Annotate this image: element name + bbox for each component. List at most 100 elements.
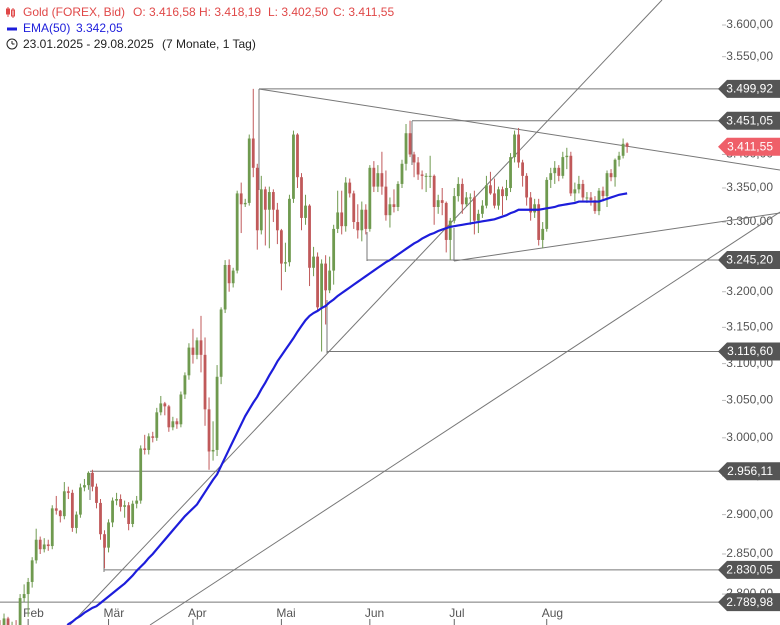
candle-body	[621, 143, 625, 156]
candle-body	[231, 270, 235, 284]
candle-body	[561, 157, 565, 176]
candle-body	[609, 173, 613, 178]
candle-body	[617, 155, 621, 160]
candle-body	[135, 500, 139, 504]
candle-body	[521, 162, 524, 176]
candle-body	[553, 167, 557, 174]
candle-body	[577, 183, 581, 190]
candle-body	[54, 508, 58, 511]
x-tick-label: Mai	[276, 606, 295, 620]
x-tick-label: Aug	[542, 606, 563, 620]
candle-body	[456, 183, 460, 197]
candle-body	[199, 340, 203, 355]
candle-body	[444, 202, 448, 240]
candle-body	[513, 134, 516, 158]
candle-body	[163, 403, 167, 407]
candle-body	[255, 167, 259, 231]
y-tick-label: 3.350,00	[726, 180, 773, 194]
candle-body	[384, 186, 388, 216]
candle-body	[485, 185, 488, 206]
candle-body	[505, 187, 508, 197]
level-label: 3.245,20	[726, 253, 773, 267]
y-tick-label: 3.600,00	[726, 17, 773, 31]
y-tick-label: 2.850,00	[726, 546, 773, 560]
candle-body	[18, 598, 22, 625]
candle-body	[38, 539, 42, 550]
candle-body	[267, 192, 271, 210]
candle-body	[127, 505, 131, 524]
candle-body	[91, 472, 94, 487]
candle-body	[613, 159, 617, 178]
ema-line	[66, 192, 628, 625]
candle-body	[143, 448, 147, 450]
candle-body	[167, 406, 171, 428]
candle-body	[284, 262, 287, 264]
candle-body	[464, 197, 468, 205]
legend-value: 3.342,05	[76, 21, 123, 35]
candle-body	[74, 514, 78, 528]
candle-body	[428, 175, 432, 177]
candle-body	[111, 500, 114, 523]
candle-body	[400, 163, 404, 184]
candle-body	[6, 618, 10, 625]
trend-line	[69, 0, 663, 625]
x-tick-label: Apr	[188, 606, 207, 620]
candle-body	[2, 618, 6, 625]
candle-body	[324, 263, 328, 291]
candle-body	[292, 134, 295, 199]
candle-body	[601, 190, 605, 197]
candle-body	[468, 197, 472, 199]
candle-body	[308, 205, 311, 268]
candle-body	[432, 175, 436, 207]
candle-body	[412, 154, 416, 163]
candle-body	[501, 189, 504, 197]
candle-body	[392, 204, 396, 207]
candle-body	[259, 189, 263, 231]
candle-body	[243, 202, 247, 205]
candle-body	[481, 205, 484, 214]
candle-body	[251, 138, 255, 168]
level-box	[718, 250, 780, 269]
candle-body	[211, 449, 215, 452]
candle-body	[625, 143, 629, 147]
candle-body	[529, 197, 533, 213]
y-tick-label: 3.050,00	[726, 393, 773, 407]
candle-body	[581, 183, 585, 198]
candle-body	[70, 492, 74, 528]
date-range: 23.01.2025 - 29.08.2025	[23, 37, 154, 51]
level-label: 3.451,05	[726, 113, 773, 127]
legend-close: C: 3.411,55	[333, 5, 394, 19]
candle-body	[239, 193, 243, 205]
x-tick-label: Mär	[104, 606, 125, 620]
candle-body	[263, 189, 267, 210]
x-tick-label: Jul	[449, 606, 464, 620]
y-tick-label: 3.000,00	[726, 430, 773, 444]
candle-body	[131, 503, 135, 524]
candle-body	[50, 508, 54, 547]
candle-body	[569, 155, 573, 194]
candle-body	[288, 198, 291, 263]
legend-title: Gold (FOREX, Bid)	[23, 5, 125, 19]
candle-body	[549, 173, 553, 180]
candle-body	[79, 487, 82, 515]
candle-body	[151, 436, 155, 438]
candle-body	[62, 491, 66, 517]
candle-body	[448, 220, 452, 240]
candle-body	[99, 502, 102, 535]
level-box	[718, 342, 780, 361]
candle-body	[476, 213, 480, 221]
last-price-label: 3.411,55	[727, 139, 773, 153]
candle-body	[203, 354, 207, 410]
candle-body	[312, 256, 315, 268]
legend-open: O: 3.416,58	[133, 5, 196, 19]
candle-body	[219, 309, 223, 377]
candle-body	[573, 189, 577, 194]
candle-body	[424, 175, 428, 177]
candle-body	[215, 376, 219, 450]
candle-body	[472, 197, 476, 221]
candle-body	[95, 486, 98, 503]
candle-body	[460, 183, 464, 205]
candle-body	[66, 491, 70, 493]
